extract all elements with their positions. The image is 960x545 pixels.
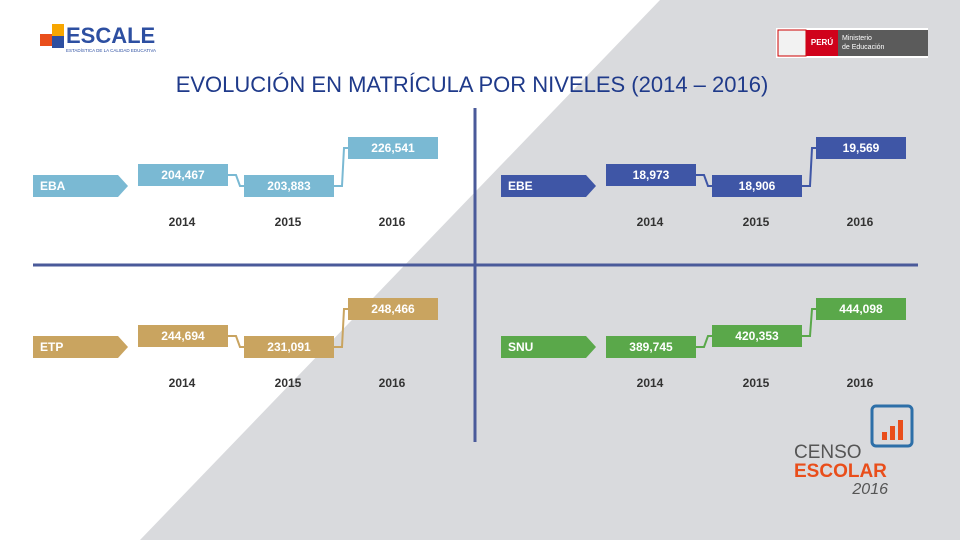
year-label: 2015 xyxy=(275,215,302,229)
value-box xyxy=(816,137,906,159)
value-label: 231,091 xyxy=(267,340,311,354)
level-label: EBE xyxy=(508,179,533,193)
level-label: SNU xyxy=(508,340,533,354)
year-label: 2014 xyxy=(169,215,196,229)
value-box xyxy=(816,298,906,320)
year-label: 2015 xyxy=(275,376,302,390)
ministry-text: de Educación xyxy=(842,44,885,51)
value-label: 420,353 xyxy=(735,329,779,343)
ministry-block xyxy=(838,30,928,56)
value-box xyxy=(712,325,802,347)
logo-text: ESCALE xyxy=(66,23,155,48)
level-label-arrow xyxy=(501,175,596,197)
ministry-text: Ministerio xyxy=(842,35,872,42)
year-label: 2015 xyxy=(743,215,770,229)
value-box xyxy=(606,336,696,358)
year-label: 2015 xyxy=(743,376,770,390)
shield xyxy=(777,29,807,57)
value-box xyxy=(712,175,802,197)
footer-text: ESCOLAR xyxy=(794,461,887,482)
value-box xyxy=(244,336,334,358)
country: PERÚ xyxy=(811,38,833,47)
connector xyxy=(334,147,348,187)
connector xyxy=(696,174,712,187)
logo-block xyxy=(40,34,52,46)
value-label: 226,541 xyxy=(371,141,415,155)
connector xyxy=(228,174,244,187)
escale-logo: ESCALE ESTADÍSTICA DE LA CALIDAD EDUCATI… xyxy=(40,23,156,53)
value-label: 389,745 xyxy=(629,340,673,354)
year-label: 2016 xyxy=(847,376,874,390)
connector xyxy=(334,308,348,348)
logo-block xyxy=(52,24,64,36)
value-box xyxy=(348,298,438,320)
value-label: 19,569 xyxy=(843,141,880,155)
value-label: 248,466 xyxy=(371,302,415,316)
year-label: 2016 xyxy=(847,215,874,229)
icon-bar xyxy=(890,426,895,440)
value-box xyxy=(138,164,228,186)
logo-subtitle: ESTADÍSTICA DE LA CALIDAD EDUCATIVA xyxy=(66,47,156,53)
connector xyxy=(696,335,712,348)
year-label: 2016 xyxy=(379,215,406,229)
year-label: 2016 xyxy=(379,376,406,390)
connector xyxy=(802,308,816,337)
icon-bar xyxy=(882,432,887,440)
connector xyxy=(228,335,244,348)
footer-text: 2016 xyxy=(851,481,888,498)
year-label: 2014 xyxy=(637,376,664,390)
ministry-logo: PERÚ Ministerio de Educación xyxy=(776,28,928,58)
value-label: 18,973 xyxy=(633,168,670,182)
value-box xyxy=(244,175,334,197)
value-label: 18,906 xyxy=(739,179,776,193)
value-box xyxy=(606,164,696,186)
slide-title: EVOLUCIÓN EN MATRÍCULA POR NIVELES (2014… xyxy=(176,72,769,97)
icon-bar xyxy=(898,420,903,440)
book-icon xyxy=(870,404,914,448)
value-label: 244,694 xyxy=(161,329,205,343)
censo-logo: CENSO ESCOLAR 2016 xyxy=(794,404,914,498)
level-label-arrow xyxy=(33,336,128,358)
value-box xyxy=(138,325,228,347)
value-label: 444,098 xyxy=(839,302,883,316)
background-shape xyxy=(140,0,960,540)
logo-block xyxy=(52,36,64,48)
level-label: ETP xyxy=(40,340,63,354)
level-label-arrow xyxy=(501,336,596,358)
value-label: 204,467 xyxy=(161,168,205,182)
footer-text: CENSO xyxy=(794,442,862,463)
value-label: 203,883 xyxy=(267,179,311,193)
level-label: EBA xyxy=(40,179,66,193)
year-label: 2014 xyxy=(169,376,196,390)
country-block xyxy=(806,30,838,56)
level-label-arrow xyxy=(33,175,128,197)
connector xyxy=(802,147,816,187)
value-box xyxy=(348,137,438,159)
year-label: 2014 xyxy=(637,215,664,229)
